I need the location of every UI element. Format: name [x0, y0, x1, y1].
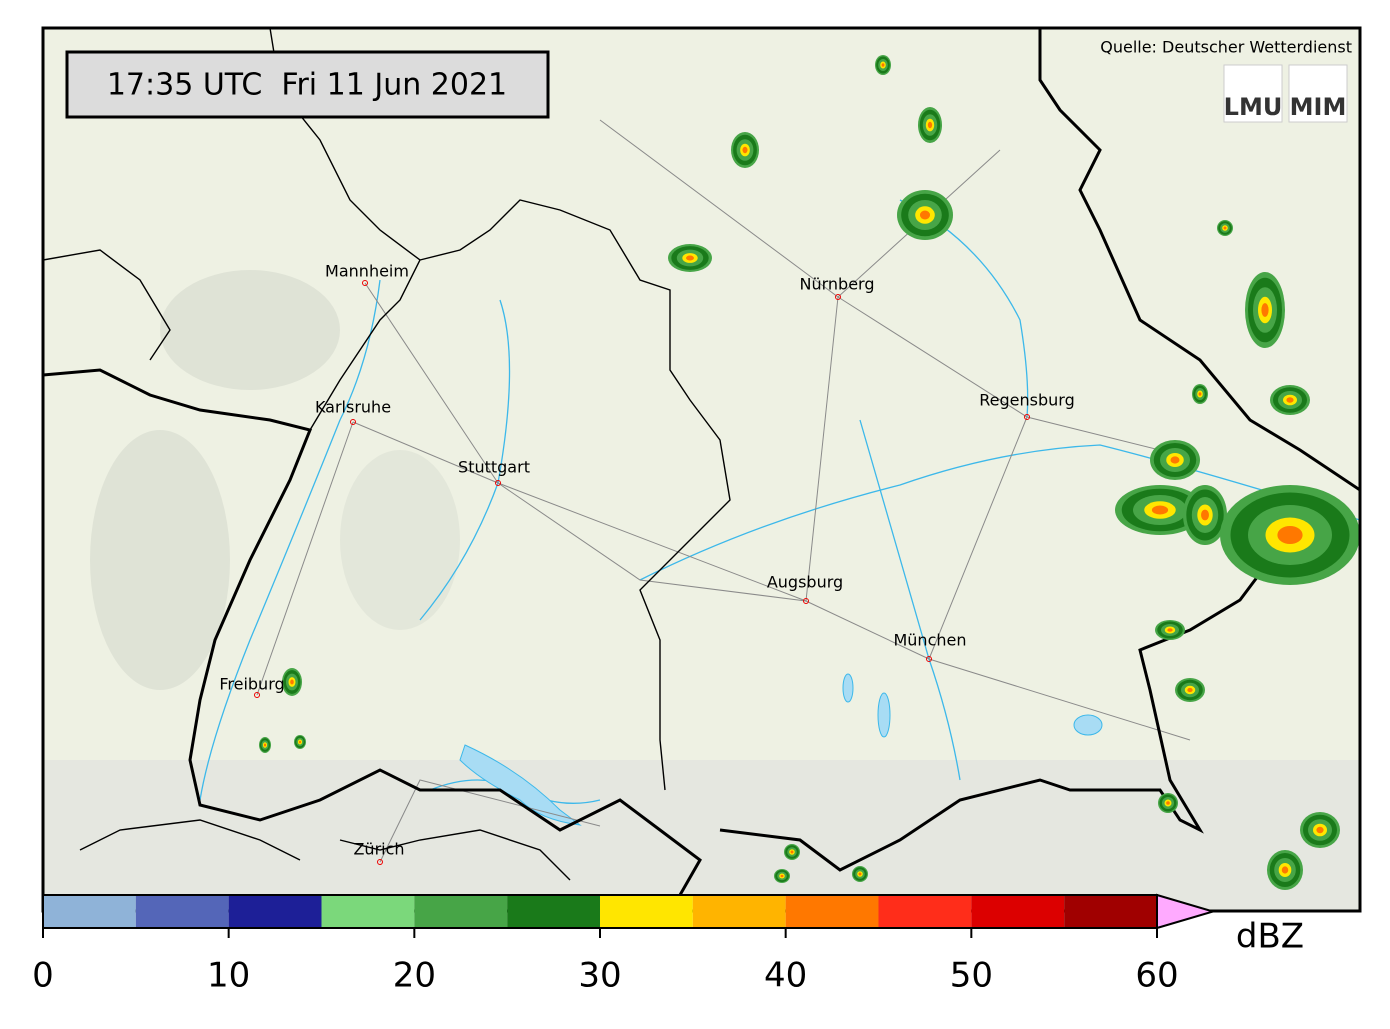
city-label: München — [893, 631, 966, 650]
colorbar-tick-label: 30 — [578, 956, 621, 996]
radar-echo — [298, 740, 302, 744]
colorbar-tick-label: 10 — [207, 956, 250, 996]
lake — [842, 673, 854, 703]
city-label: Stuttgart — [458, 458, 530, 477]
colorbar-segment — [321, 895, 415, 928]
colorbar-segment — [228, 895, 322, 928]
city-dot — [926, 656, 932, 662]
radar-echo — [686, 255, 694, 261]
radar-echoes — [259, 55, 1360, 890]
timestamp-box — [65, 50, 550, 119]
city-dot — [1024, 414, 1030, 420]
colorbar-segment — [135, 895, 229, 928]
relief — [160, 270, 340, 390]
colorbar-unit: dBZ — [1236, 917, 1304, 957]
radar-echo — [742, 146, 748, 154]
colorbar-segment — [507, 895, 600, 928]
city-dot — [835, 294, 841, 300]
radar-echo — [919, 210, 931, 220]
city-label: Karlsruhe — [315, 398, 391, 417]
colorbar-tick-label: 20 — [393, 956, 436, 996]
city-label: Mannheim — [325, 262, 409, 281]
roads — [256, 119, 1201, 863]
radar-echo — [1187, 687, 1193, 693]
colorbar-segment — [785, 895, 879, 928]
colorbar-segment — [1064, 895, 1157, 928]
city-dot — [495, 480, 501, 486]
city-dot — [350, 419, 356, 425]
radar-echo — [1166, 801, 1170, 805]
radar-echo — [290, 679, 294, 685]
radar-echo — [1198, 392, 1202, 396]
lake — [1073, 714, 1103, 736]
radar-echo — [881, 63, 885, 67]
colorbar-segment — [600, 895, 693, 928]
radar-echo — [790, 850, 794, 854]
radar-echo — [263, 743, 267, 747]
radar-echo — [1167, 628, 1173, 632]
lake-constance — [459, 744, 582, 826]
colorbar-segment — [878, 895, 972, 928]
radar-echo — [1261, 303, 1269, 317]
radar-echo — [858, 872, 862, 876]
lake — [877, 692, 891, 738]
colorbar-tick-label: 0 — [32, 956, 54, 996]
radar-echo — [780, 874, 784, 878]
city-dot — [377, 859, 383, 865]
logo-box — [1288, 64, 1348, 123]
radar-echo — [1151, 505, 1169, 515]
city-label: Nürnberg — [800, 275, 875, 294]
city-label: Regensburg — [979, 391, 1074, 410]
colorbar-segment — [692, 895, 786, 928]
radar-echo — [1201, 509, 1209, 521]
cities: Mannheim Nürnberg Karlsruhe Regensburg Stutt… — [219, 262, 1075, 865]
logo: LMU — [1224, 93, 1283, 121]
city-label: Freiburg — [219, 675, 284, 694]
radar-echo — [1223, 226, 1227, 230]
colorbar-segment — [43, 895, 136, 928]
radar-echo — [1277, 526, 1303, 544]
city-dot — [803, 598, 809, 604]
logo: MIM — [1290, 93, 1347, 121]
city-dot — [362, 280, 368, 286]
radar-echo — [1286, 397, 1294, 403]
city-label: Augsburg — [767, 573, 843, 592]
map-area — [43, 28, 1360, 911]
radar-echo — [1281, 866, 1289, 874]
radar-echo — [927, 121, 933, 129]
colorbar-segment — [971, 895, 1065, 928]
colorbar: 0 10 20 30 40 50 60 dBZ — [32, 893, 1304, 996]
alps-relief — [43, 760, 1360, 911]
logo-box — [1223, 64, 1283, 123]
relief — [90, 430, 230, 690]
colorbar-tick-label: 50 — [950, 956, 993, 996]
colorbar-segment — [414, 895, 508, 928]
radar-echo — [1170, 456, 1180, 464]
city-label: Zürich — [353, 840, 404, 859]
city-dot — [254, 692, 260, 698]
colorbar-tick-label: 40 — [764, 956, 807, 996]
relief — [340, 450, 460, 630]
source: Quelle: Deutscher Wetterdienst — [1100, 38, 1352, 57]
radar-echo — [1316, 826, 1324, 834]
colorbar-tick-label: 60 — [1135, 956, 1178, 996]
timestamp: 17:35 UTC Fri 11 Jun 2021 — [107, 68, 507, 103]
